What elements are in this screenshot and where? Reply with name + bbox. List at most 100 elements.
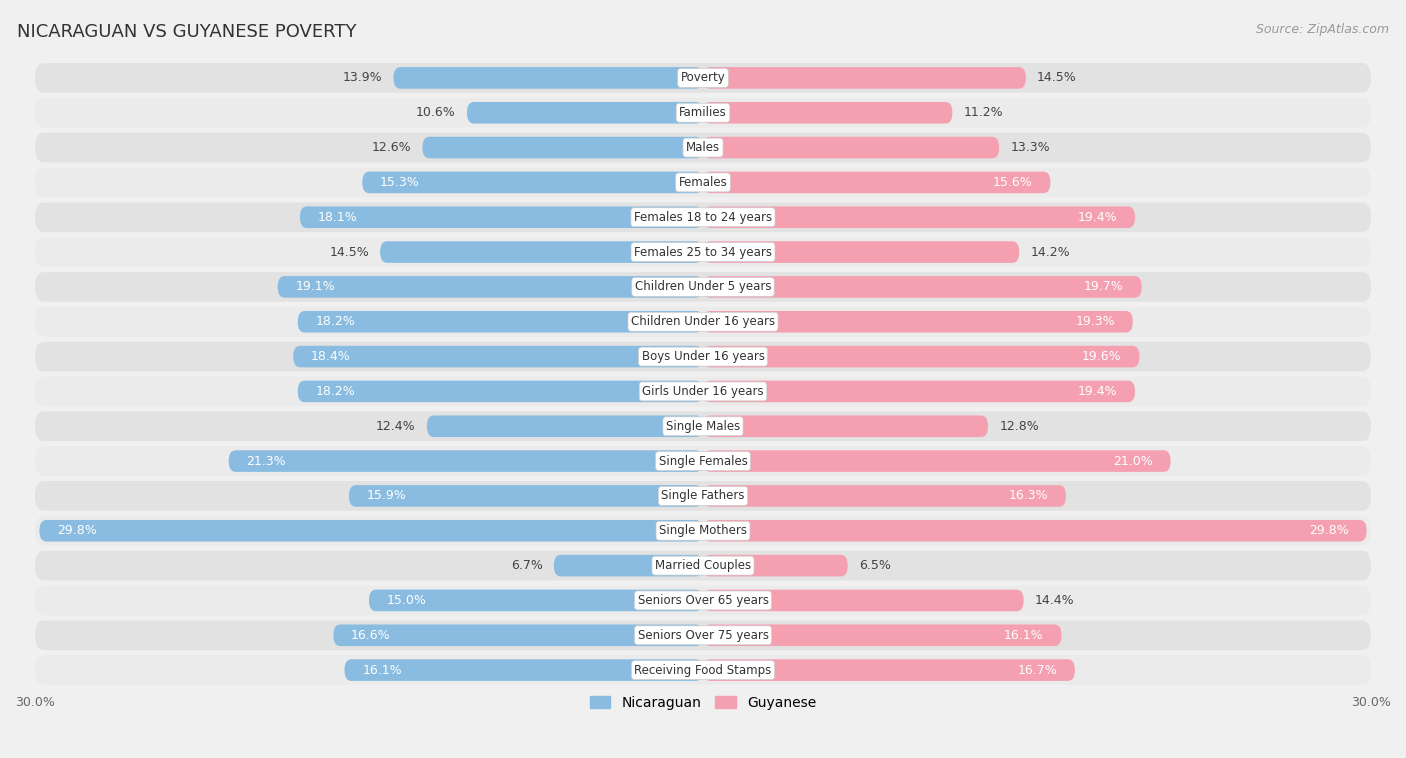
Text: 12.8%: 12.8% bbox=[1000, 420, 1039, 433]
Legend: Nicaraguan, Guyanese: Nicaraguan, Guyanese bbox=[583, 690, 823, 715]
Text: Single Fathers: Single Fathers bbox=[661, 490, 745, 503]
Text: 29.8%: 29.8% bbox=[1309, 525, 1348, 537]
Text: 13.3%: 13.3% bbox=[1011, 141, 1050, 154]
FancyBboxPatch shape bbox=[703, 555, 848, 576]
FancyBboxPatch shape bbox=[703, 415, 988, 437]
FancyBboxPatch shape bbox=[467, 102, 703, 124]
FancyBboxPatch shape bbox=[703, 346, 1139, 368]
Text: 18.1%: 18.1% bbox=[318, 211, 357, 224]
Text: 6.5%: 6.5% bbox=[859, 559, 891, 572]
Text: 16.7%: 16.7% bbox=[1018, 663, 1057, 677]
Text: Single Males: Single Males bbox=[666, 420, 740, 433]
FancyBboxPatch shape bbox=[427, 415, 703, 437]
FancyBboxPatch shape bbox=[39, 520, 703, 541]
FancyBboxPatch shape bbox=[703, 276, 1142, 298]
FancyBboxPatch shape bbox=[703, 136, 1000, 158]
Text: 14.2%: 14.2% bbox=[1031, 246, 1070, 258]
FancyBboxPatch shape bbox=[35, 446, 1371, 476]
FancyBboxPatch shape bbox=[35, 516, 1371, 546]
Text: 11.2%: 11.2% bbox=[963, 106, 1002, 119]
Text: 19.7%: 19.7% bbox=[1084, 280, 1123, 293]
Text: 14.4%: 14.4% bbox=[1035, 594, 1074, 607]
FancyBboxPatch shape bbox=[35, 621, 1371, 650]
FancyBboxPatch shape bbox=[35, 133, 1371, 162]
Text: 16.1%: 16.1% bbox=[363, 663, 402, 677]
Text: Females 25 to 34 years: Females 25 to 34 years bbox=[634, 246, 772, 258]
Text: 12.6%: 12.6% bbox=[371, 141, 412, 154]
FancyBboxPatch shape bbox=[703, 67, 1026, 89]
Text: Seniors Over 65 years: Seniors Over 65 years bbox=[637, 594, 769, 607]
Text: 13.9%: 13.9% bbox=[343, 71, 382, 84]
FancyBboxPatch shape bbox=[344, 659, 703, 681]
Text: 16.1%: 16.1% bbox=[1004, 629, 1043, 642]
Text: Girls Under 16 years: Girls Under 16 years bbox=[643, 385, 763, 398]
FancyBboxPatch shape bbox=[703, 659, 1076, 681]
Text: 18.2%: 18.2% bbox=[315, 385, 356, 398]
FancyBboxPatch shape bbox=[299, 206, 703, 228]
Text: 21.3%: 21.3% bbox=[246, 455, 285, 468]
FancyBboxPatch shape bbox=[349, 485, 703, 507]
FancyBboxPatch shape bbox=[298, 311, 703, 333]
FancyBboxPatch shape bbox=[554, 555, 703, 576]
Text: 12.4%: 12.4% bbox=[377, 420, 416, 433]
Text: 15.9%: 15.9% bbox=[367, 490, 406, 503]
FancyBboxPatch shape bbox=[35, 342, 1371, 371]
Text: 15.6%: 15.6% bbox=[993, 176, 1032, 189]
Text: Females: Females bbox=[679, 176, 727, 189]
Text: Source: ZipAtlas.com: Source: ZipAtlas.com bbox=[1256, 23, 1389, 36]
Text: 19.4%: 19.4% bbox=[1077, 211, 1118, 224]
Text: 14.5%: 14.5% bbox=[329, 246, 368, 258]
Text: Females 18 to 24 years: Females 18 to 24 years bbox=[634, 211, 772, 224]
FancyBboxPatch shape bbox=[35, 481, 1371, 511]
Text: 29.8%: 29.8% bbox=[58, 525, 97, 537]
Text: 10.6%: 10.6% bbox=[416, 106, 456, 119]
FancyBboxPatch shape bbox=[703, 206, 1135, 228]
FancyBboxPatch shape bbox=[703, 102, 952, 124]
Text: 18.4%: 18.4% bbox=[311, 350, 352, 363]
FancyBboxPatch shape bbox=[35, 307, 1371, 337]
Text: 16.6%: 16.6% bbox=[352, 629, 391, 642]
FancyBboxPatch shape bbox=[703, 485, 1066, 507]
Text: Males: Males bbox=[686, 141, 720, 154]
FancyBboxPatch shape bbox=[703, 311, 1133, 333]
FancyBboxPatch shape bbox=[35, 98, 1371, 127]
FancyBboxPatch shape bbox=[703, 241, 1019, 263]
Text: NICARAGUAN VS GUYANESE POVERTY: NICARAGUAN VS GUYANESE POVERTY bbox=[17, 23, 356, 41]
FancyBboxPatch shape bbox=[35, 551, 1371, 581]
Text: 19.1%: 19.1% bbox=[295, 280, 335, 293]
Text: Families: Families bbox=[679, 106, 727, 119]
Text: Poverty: Poverty bbox=[681, 71, 725, 84]
FancyBboxPatch shape bbox=[35, 412, 1371, 441]
FancyBboxPatch shape bbox=[368, 590, 703, 611]
FancyBboxPatch shape bbox=[35, 656, 1371, 685]
Text: 18.2%: 18.2% bbox=[315, 315, 356, 328]
FancyBboxPatch shape bbox=[703, 450, 1171, 472]
FancyBboxPatch shape bbox=[35, 586, 1371, 615]
FancyBboxPatch shape bbox=[35, 272, 1371, 302]
Text: Single Mothers: Single Mothers bbox=[659, 525, 747, 537]
Text: Single Females: Single Females bbox=[658, 455, 748, 468]
Text: 21.0%: 21.0% bbox=[1114, 455, 1153, 468]
FancyBboxPatch shape bbox=[277, 276, 703, 298]
FancyBboxPatch shape bbox=[703, 520, 1367, 541]
Text: Children Under 5 years: Children Under 5 years bbox=[634, 280, 772, 293]
FancyBboxPatch shape bbox=[35, 202, 1371, 232]
FancyBboxPatch shape bbox=[703, 625, 1062, 646]
FancyBboxPatch shape bbox=[422, 136, 703, 158]
FancyBboxPatch shape bbox=[703, 171, 1050, 193]
FancyBboxPatch shape bbox=[394, 67, 703, 89]
FancyBboxPatch shape bbox=[35, 237, 1371, 267]
FancyBboxPatch shape bbox=[35, 377, 1371, 406]
Text: Married Couples: Married Couples bbox=[655, 559, 751, 572]
Text: Seniors Over 75 years: Seniors Over 75 years bbox=[637, 629, 769, 642]
FancyBboxPatch shape bbox=[35, 168, 1371, 197]
FancyBboxPatch shape bbox=[703, 381, 1135, 402]
FancyBboxPatch shape bbox=[380, 241, 703, 263]
FancyBboxPatch shape bbox=[298, 381, 703, 402]
Text: 6.7%: 6.7% bbox=[510, 559, 543, 572]
FancyBboxPatch shape bbox=[35, 63, 1371, 92]
Text: 15.3%: 15.3% bbox=[380, 176, 420, 189]
Text: 16.3%: 16.3% bbox=[1008, 490, 1047, 503]
Text: Boys Under 16 years: Boys Under 16 years bbox=[641, 350, 765, 363]
Text: 15.0%: 15.0% bbox=[387, 594, 426, 607]
